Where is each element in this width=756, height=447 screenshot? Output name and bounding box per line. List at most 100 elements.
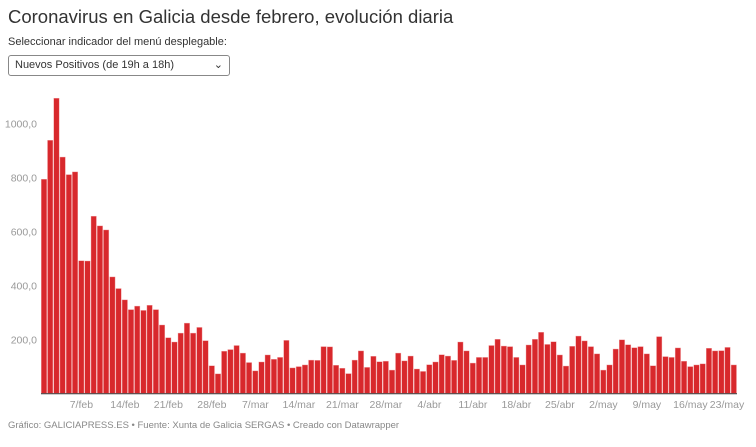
bar-31/mar[interactable]	[401, 360, 408, 394]
bar-5/may[interactable]	[619, 339, 625, 394]
bar-19/feb[interactable]	[152, 309, 159, 394]
bar-28/abr[interactable]	[575, 335, 582, 394]
bar-26/feb[interactable]	[196, 327, 203, 394]
bar-14/feb[interactable]	[121, 299, 128, 394]
bar-16/may[interactable]	[687, 366, 694, 394]
bar-29/abr[interactable]	[581, 340, 588, 394]
bar-30/mar[interactable]	[395, 352, 402, 394]
bar-30/abr[interactable]	[587, 346, 594, 394]
bar-27/abr[interactable]	[569, 346, 576, 394]
bar-8/feb[interactable]	[84, 260, 91, 394]
bar-21/feb[interactable]	[165, 337, 172, 394]
bar-4/abr[interactable]	[426, 364, 433, 394]
bar-13/mar[interactable]	[289, 367, 296, 394]
bar-8/may[interactable]	[637, 346, 644, 394]
bar-13/feb[interactable]	[115, 288, 122, 394]
bar-3/mar[interactable]	[227, 349, 234, 394]
bar-25/abr[interactable]	[556, 354, 563, 394]
bar-7/may[interactable]	[631, 347, 638, 394]
bar-7/abr[interactable]	[445, 355, 451, 394]
bar-7/mar[interactable]	[252, 370, 259, 394]
bar-19/mar[interactable]	[326, 346, 333, 394]
bar-2/mar[interactable]	[221, 350, 228, 394]
bar-22/feb[interactable]	[171, 341, 178, 394]
bar-22/may[interactable]	[724, 347, 731, 394]
bar-12/abr[interactable]	[476, 357, 482, 394]
bar-14/may[interactable]	[674, 347, 681, 394]
bar-20/abr[interactable]	[525, 344, 532, 394]
bar-23/may[interactable]	[730, 364, 737, 394]
bar-10/feb[interactable]	[97, 225, 103, 394]
bar-18/abr[interactable]	[513, 357, 520, 394]
bar-2/may[interactable]	[600, 369, 607, 394]
bar-5/mar[interactable]	[239, 352, 246, 394]
bar-15/feb[interactable]	[128, 309, 134, 394]
bar-27/feb[interactable]	[202, 340, 209, 394]
bar-1/mar[interactable]	[215, 373, 221, 394]
bar-15/abr[interactable]	[494, 339, 501, 394]
bar-5/abr[interactable]	[432, 361, 439, 394]
bar-17/may[interactable]	[693, 364, 700, 394]
bar-21/mar[interactable]	[339, 367, 346, 394]
bar-25/feb[interactable]	[190, 332, 197, 394]
bar-9/may[interactable]	[643, 353, 650, 394]
bar-7/feb[interactable]	[78, 260, 85, 394]
bar-6/may[interactable]	[625, 344, 632, 394]
bar-26/mar[interactable]	[370, 356, 377, 394]
bar-8/abr[interactable]	[451, 360, 458, 394]
bar-5/feb[interactable]	[65, 174, 72, 394]
bar-22/abr[interactable]	[538, 332, 545, 394]
bar-3/abr[interactable]	[420, 371, 426, 394]
bar-23/mar[interactable]	[351, 359, 358, 394]
bar-12/mar[interactable]	[283, 340, 290, 394]
bar-11/mar[interactable]	[277, 357, 284, 394]
bar-2/abr[interactable]	[413, 368, 420, 394]
bar-8/mar[interactable]	[258, 361, 265, 394]
bar-16/mar[interactable]	[308, 359, 315, 394]
bar-29/mar[interactable]	[389, 369, 395, 394]
bar-23/abr[interactable]	[544, 344, 551, 394]
bar-17/mar[interactable]	[314, 360, 321, 394]
bar-1/may[interactable]	[594, 353, 600, 394]
bar-10/mar[interactable]	[271, 359, 277, 394]
bar-6/mar[interactable]	[246, 362, 252, 394]
bar-12/feb[interactable]	[109, 276, 116, 394]
bar-9/feb[interactable]	[90, 215, 97, 394]
bar-20/feb[interactable]	[159, 324, 165, 394]
bar-13/may[interactable]	[668, 357, 675, 394]
bar-15/mar[interactable]	[302, 364, 308, 394]
bar-4/mar[interactable]	[233, 345, 240, 394]
bar-1/feb[interactable]	[41, 178, 47, 394]
bar-16/abr[interactable]	[500, 345, 507, 394]
bar-3/may[interactable]	[606, 364, 613, 394]
bar-1/abr[interactable]	[407, 355, 414, 394]
bar-18/mar[interactable]	[320, 346, 327, 394]
bar-24/feb[interactable]	[184, 322, 190, 394]
bar-24/mar[interactable]	[358, 350, 364, 394]
bar-21/may[interactable]	[718, 350, 725, 394]
bar-11/feb[interactable]	[103, 229, 110, 394]
bar-19/abr[interactable]	[519, 364, 526, 394]
bar-11/may[interactable]	[656, 336, 663, 394]
bar-27/mar[interactable]	[376, 361, 383, 394]
bar-28/feb[interactable]	[208, 365, 215, 394]
indicator-select[interactable]: Nuevos Positivos (de 19h a 18h) ⌄	[8, 55, 230, 76]
bar-10/abr[interactable]	[463, 350, 470, 394]
bar-22/mar[interactable]	[345, 373, 352, 394]
bar-18/may[interactable]	[699, 363, 706, 394]
bar-3/feb[interactable]	[53, 97, 60, 394]
bar-2/feb[interactable]	[47, 140, 54, 394]
bar-10/may[interactable]	[650, 365, 656, 394]
bar-19/may[interactable]	[706, 348, 712, 394]
bar-26/abr[interactable]	[563, 365, 569, 394]
bar-9/mar[interactable]	[264, 354, 271, 394]
bar-17/abr[interactable]	[507, 346, 513, 394]
bar-16/feb[interactable]	[134, 305, 141, 394]
bar-18/feb[interactable]	[146, 305, 153, 394]
bar-24/abr[interactable]	[550, 341, 557, 394]
bar-6/feb[interactable]	[72, 171, 78, 394]
bar-28/mar[interactable]	[382, 360, 389, 394]
bar-23/feb[interactable]	[177, 332, 184, 394]
bar-21/abr[interactable]	[532, 339, 538, 394]
bar-25/mar[interactable]	[364, 367, 371, 394]
